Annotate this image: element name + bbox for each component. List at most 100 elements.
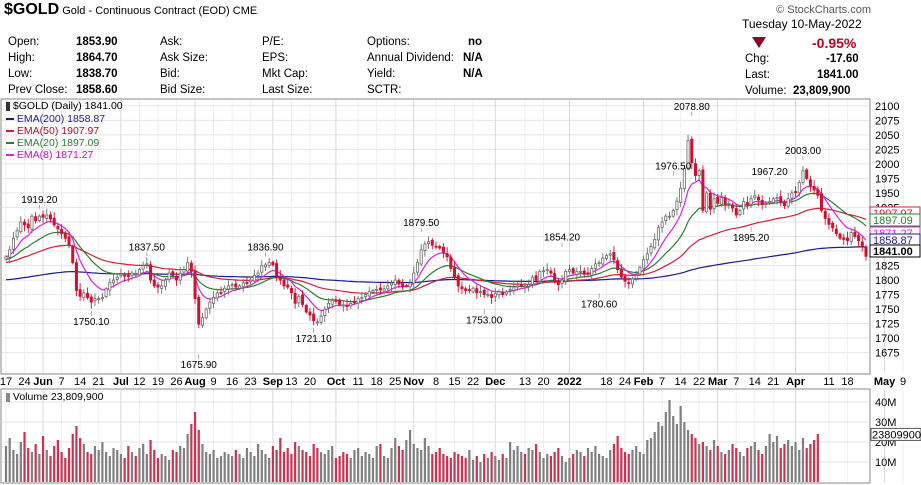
volume-bar xyxy=(627,454,630,482)
candle-body xyxy=(675,200,679,210)
candle-body xyxy=(786,198,790,207)
quote-dividend-label: Annual Dividend: xyxy=(367,52,454,64)
candle-body xyxy=(41,214,45,218)
candle-body xyxy=(445,253,449,258)
volume-bar xyxy=(564,462,567,482)
candle-body xyxy=(630,278,634,285)
volume-bar xyxy=(649,438,653,482)
candle-body xyxy=(226,285,230,290)
candle-body xyxy=(15,230,19,238)
volume-bar xyxy=(449,458,452,482)
date-tick-label: 20 xyxy=(537,376,549,388)
candle-body xyxy=(34,216,38,222)
volume-tick-label: 30M xyxy=(875,417,896,429)
price-tag-box xyxy=(869,213,921,227)
date-tick-label: 25 xyxy=(389,376,401,388)
quote-ask-label: Ask: xyxy=(160,36,183,48)
volume-bar xyxy=(82,444,85,482)
volume-bar xyxy=(738,452,742,482)
quote-volume-label: Volume: xyxy=(745,85,787,97)
date-tick-label: May xyxy=(874,376,896,388)
candle-body xyxy=(779,196,783,203)
candle-body xyxy=(319,315,323,323)
candle-body xyxy=(527,284,531,287)
volume-bar xyxy=(690,434,693,482)
candle-body xyxy=(163,279,167,287)
legend-ema20: EMA(20) 1897.09 xyxy=(6,137,99,149)
annotation-label: 1721.10 xyxy=(296,334,333,345)
volume-bar xyxy=(149,440,152,482)
candle-body xyxy=(497,291,501,296)
candle-body xyxy=(89,296,93,303)
volume-bar xyxy=(305,452,308,482)
volume-bar xyxy=(8,438,11,482)
volume-bar xyxy=(368,454,371,482)
quote-high-value: 1864.70 xyxy=(76,52,118,64)
volume-bar xyxy=(379,444,382,482)
candle-body xyxy=(267,262,271,266)
candle-body xyxy=(801,170,805,183)
candle-body xyxy=(326,302,331,309)
quote-sctr-label: SCTR: xyxy=(367,84,402,96)
legend-price: $GOLD (Daily) 1841.00 xyxy=(6,100,123,112)
candle-body xyxy=(208,301,212,309)
volume-bar xyxy=(279,438,282,482)
candle-body xyxy=(853,232,857,237)
volume-bar xyxy=(446,456,449,482)
candle-body xyxy=(223,287,227,292)
date-tick-label: 7 xyxy=(659,376,665,388)
candle-body xyxy=(263,264,267,268)
candle-body xyxy=(48,214,52,220)
candle-body xyxy=(178,272,182,281)
candle-body xyxy=(504,291,508,295)
candle-body xyxy=(501,291,505,295)
candle-body xyxy=(768,201,772,204)
price-tick-label: 1950 xyxy=(875,188,899,200)
volume-bar xyxy=(297,446,300,482)
candle-body xyxy=(364,294,368,297)
volume-bar xyxy=(705,446,708,482)
candle-body xyxy=(608,253,612,256)
candle-body xyxy=(134,273,138,276)
volume-bar xyxy=(534,444,538,482)
volume-bar xyxy=(371,458,375,482)
volume-bar xyxy=(720,452,723,482)
candle-body xyxy=(252,275,256,282)
candle-body xyxy=(360,297,364,300)
volume-bar xyxy=(753,442,756,482)
volume-bar xyxy=(668,400,671,482)
candle-body xyxy=(671,209,675,217)
candle-body xyxy=(108,281,112,291)
legend-ema200: EMA(200) 1858.87 xyxy=(6,113,105,125)
date-tick-label: Feb xyxy=(634,376,654,388)
candle-body xyxy=(371,290,375,293)
candle-body xyxy=(30,215,34,230)
volume-bar xyxy=(338,456,341,482)
candle-body xyxy=(512,286,516,291)
volume-bar xyxy=(431,454,434,482)
contract-description: Gold - Continuous Contract (EOD) xyxy=(62,5,230,17)
candle-body xyxy=(460,286,464,290)
candle-body xyxy=(4,256,8,260)
candle-body xyxy=(67,236,71,246)
candle-body xyxy=(686,140,690,169)
percent-change: -0.95% xyxy=(812,35,857,51)
candle-body xyxy=(415,262,419,273)
volume-bar xyxy=(742,456,745,482)
candle-body xyxy=(690,138,694,164)
date-tick-label: Apr xyxy=(786,376,806,388)
candle-body xyxy=(823,210,827,219)
candle-body xyxy=(367,291,371,297)
volume-bar xyxy=(575,450,578,482)
date-tick-label: Jun xyxy=(33,376,53,388)
candle-body xyxy=(575,270,579,275)
price-tick-label: 1725 xyxy=(875,319,899,331)
volume-bar xyxy=(119,454,123,482)
annotation-label: 1854.20 xyxy=(544,233,581,244)
candle-body xyxy=(616,260,620,271)
volume-bar xyxy=(464,458,467,482)
volume-bar xyxy=(282,452,286,482)
candle-body xyxy=(145,263,149,266)
candle-body xyxy=(312,313,316,322)
